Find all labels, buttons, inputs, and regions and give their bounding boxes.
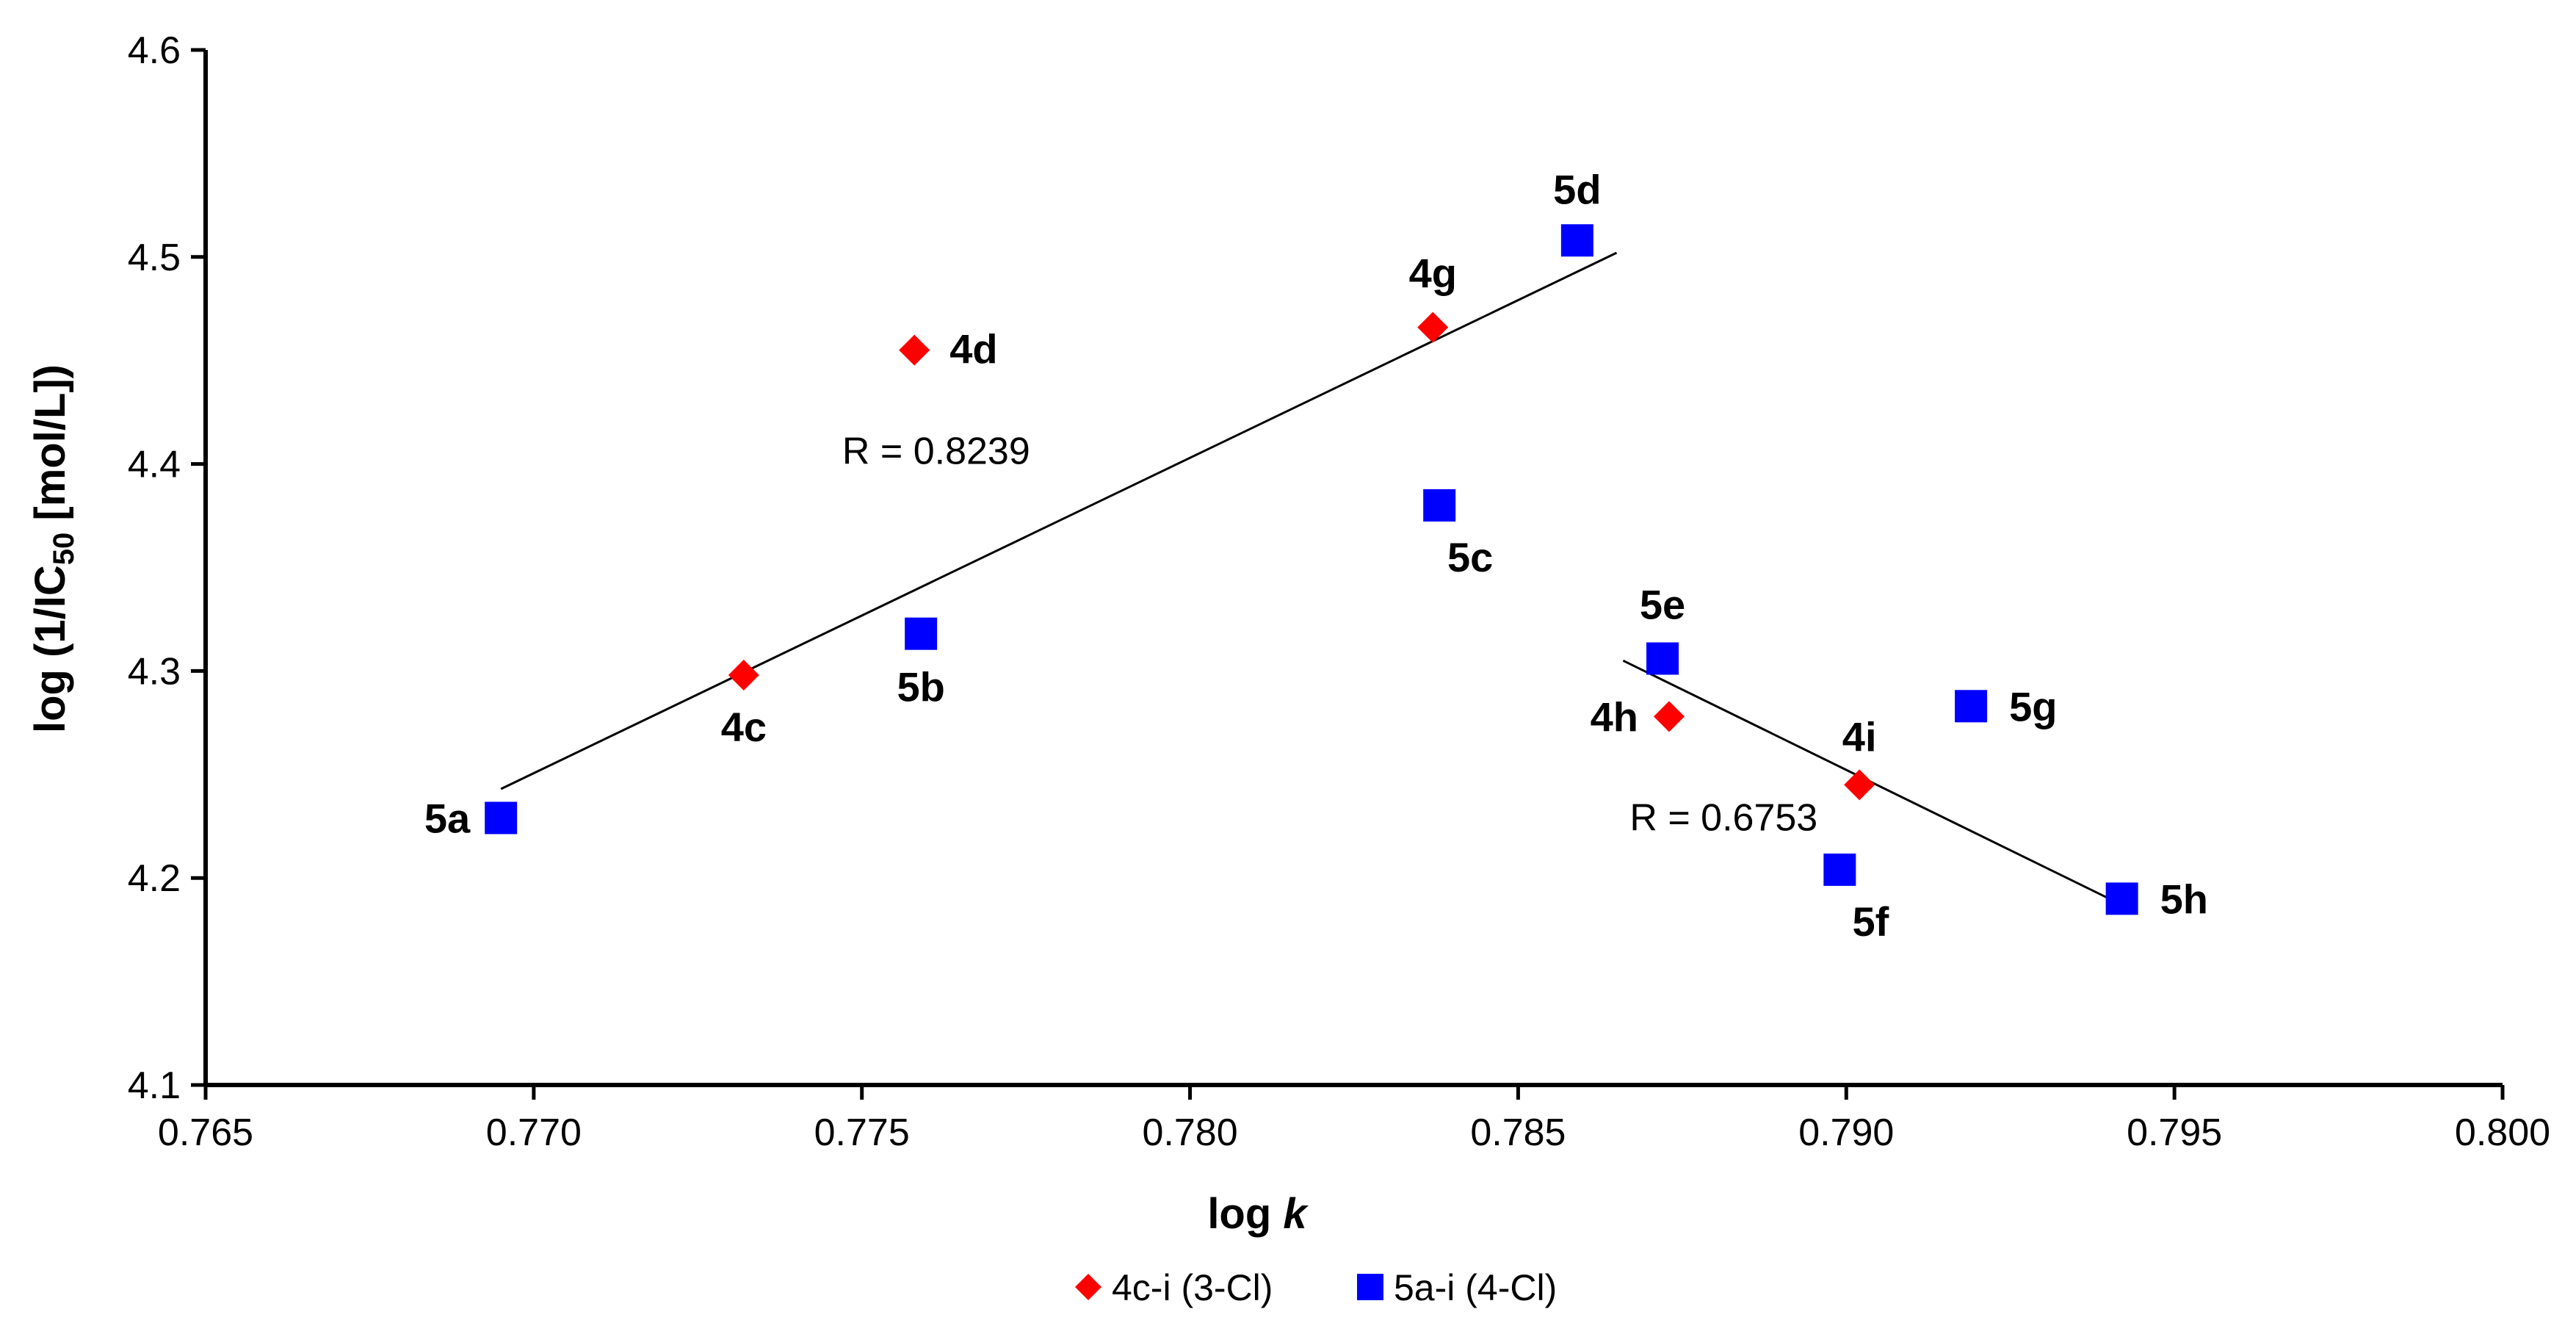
marker-5h (2105, 882, 2138, 915)
point-label-5a: 5a (424, 795, 471, 841)
x-tick-label: 0.790 (1798, 1111, 1894, 1154)
legend-label: 5a-i (4-Cl) (1394, 1267, 1557, 1308)
point-labels: 4c 4d 4g 4h 4i 5a 5b 5c 5d 5e 5f 5g 5h (424, 166, 2208, 945)
point-label-5e: 5e (1640, 581, 1685, 627)
point-label-4d: 4d (949, 326, 997, 372)
legend-label: 4c-i (3-Cl) (1112, 1267, 1273, 1308)
y-tick-label: 4.5 (128, 237, 181, 279)
marker-4h (1653, 701, 1685, 732)
r-value-annotation: R = 0.6753 (1629, 796, 1817, 839)
marker-4c (728, 660, 759, 691)
point-label-4c: 4c (721, 704, 767, 750)
x-tick-label: 0.795 (2127, 1111, 2222, 1154)
x-axis-title: log k (1207, 1190, 1309, 1238)
y-axis-title: log (1/IC50 [mol/L]) (26, 364, 80, 733)
marker-5b (905, 617, 938, 650)
point-label-4i: 4i (1842, 713, 1877, 760)
point-label-4g: 4g (1409, 250, 1457, 297)
trendlines (500, 251, 2123, 906)
legend-marker-diamond (1075, 1274, 1101, 1300)
marker-5a (485, 801, 518, 834)
x-tick-label: 0.785 (1470, 1111, 1566, 1154)
x-tick-label: 0.770 (486, 1111, 582, 1154)
y-tick-label: 4.1 (128, 1064, 181, 1107)
point-label-5b: 5b (897, 664, 944, 710)
trendline-1 (500, 251, 1618, 790)
markers (485, 224, 2138, 915)
y-tick-label: 4.4 (128, 444, 181, 486)
marker-4i (1844, 769, 1875, 801)
x-tick-label: 0.775 (814, 1111, 910, 1154)
y-tick-label: 4.3 (128, 650, 181, 693)
x-tick-label: 0.780 (1143, 1111, 1238, 1154)
point-label-5c: 5c (1447, 534, 1493, 580)
marker-4g (1417, 311, 1449, 343)
marker-5f (1823, 853, 1856, 886)
marker-5d (1560, 224, 1593, 257)
legend-marker-square (1357, 1274, 1383, 1300)
legend: 4c-i (3-Cl) 5a-i (4-Cl) (1075, 1267, 1557, 1308)
point-label-4h: 4h (1591, 693, 1638, 740)
point-label-5d: 5d (1553, 166, 1601, 212)
point-label-5f: 5f (1852, 898, 1889, 945)
point-label-5h: 5h (2160, 876, 2208, 922)
marker-5e (1646, 642, 1679, 675)
annotations: R = 0.8239 R = 0.6753 (842, 430, 1817, 840)
y-tick-label: 4.6 (128, 29, 181, 72)
marker-5g (1955, 690, 1988, 723)
x-tick-label: 0.765 (158, 1111, 253, 1154)
r-value-annotation: R = 0.8239 (842, 430, 1030, 473)
marker-4d (899, 334, 930, 366)
x-tick-label: 0.800 (2455, 1111, 2550, 1154)
axes: 4.1 4.2 4.3 4.4 4.5 4.6 0.765 0.770 0.775 0.780 0.… (128, 29, 2550, 1154)
point-label-5g: 5g (2009, 683, 2057, 729)
marker-5c (1423, 489, 1456, 522)
y-tick-label: 4.2 (128, 857, 181, 900)
